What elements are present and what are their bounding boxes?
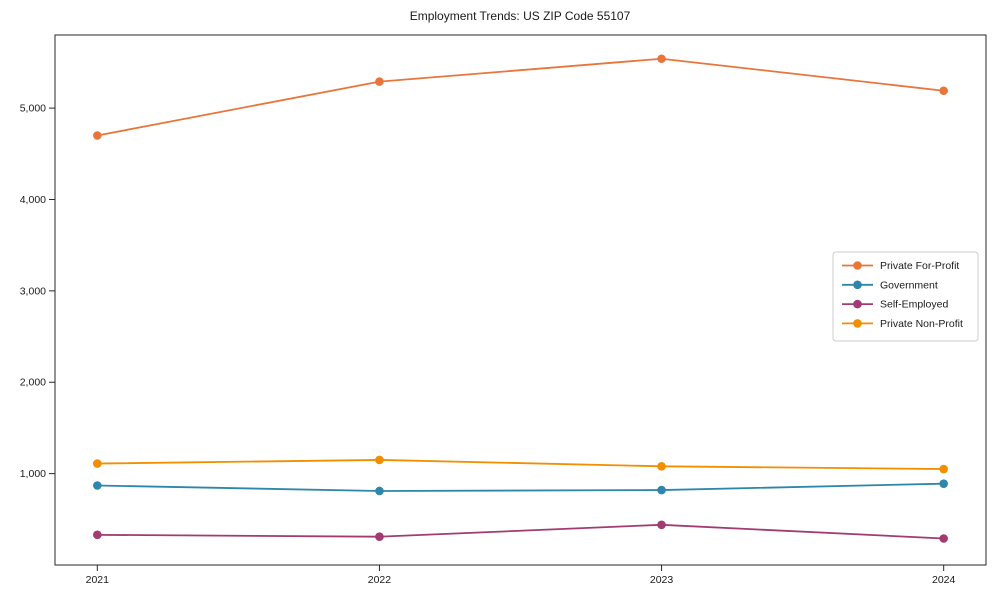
legend-box [832, 251, 979, 342]
legend-item: Private For-Profit [842, 260, 959, 272]
data-point [657, 485, 666, 495]
data-point [657, 462, 666, 471]
data-point [939, 479, 948, 488]
legend-label: Private Non-Profit [880, 318, 963, 330]
series-line-government [97, 482, 944, 492]
data-point [93, 459, 102, 468]
legend-marker-dot [853, 299, 862, 309]
data-point [375, 486, 384, 496]
data-point [939, 464, 948, 474]
data-point [93, 131, 102, 140]
y-axis-tick-label: 2,000 [20, 377, 46, 389]
legend-item: Self-Employed [842, 299, 948, 311]
data-point [939, 86, 948, 96]
chart-title: Employment Trends: US ZIP Code 55107 [410, 9, 631, 23]
legend-marker-dot [853, 319, 862, 328]
y-axis-tick-label: 3,000 [20, 285, 46, 297]
legend-label: Government [880, 279, 938, 291]
data-point [939, 534, 948, 543]
data-point [657, 520, 666, 530]
data-point [375, 77, 384, 86]
legend-marker-dot [853, 280, 862, 290]
y-axis-tick-label: 1,000 [20, 468, 46, 480]
data-point [375, 455, 384, 465]
y-axis-tick-label: 4,000 [20, 194, 46, 206]
legend-item: Private Non-Profit [842, 318, 963, 330]
plot-area: 1,000 2,000 3,000 4,000 5,000 2021 2022 2023 202… [20, 34, 987, 586]
series-line-private-non-profit [97, 459, 944, 470]
axes-spines [54, 34, 987, 566]
series-line-private-for-profit [97, 57, 944, 137]
data-point [375, 532, 384, 541]
y-axis-tick-label: 5,000 [20, 103, 46, 115]
x-axis-tick-label: 2022 [368, 574, 392, 586]
data-point [93, 530, 102, 540]
series-line-self-employed [97, 523, 944, 540]
data-point [657, 54, 666, 64]
legend-label: Private For-Profit [880, 260, 959, 272]
legend-label: Self-Employed [880, 299, 948, 311]
legend: Private For-Profit Government Self-Employe… [832, 251, 979, 342]
legend-marker-dot [853, 261, 862, 270]
x-axis-tick-label: 2024 [932, 574, 956, 586]
x-axis-tick-label: 2021 [86, 574, 110, 586]
data-point [93, 481, 102, 490]
legend-item: Government [842, 279, 938, 291]
x-axis-tick-label: 2023 [650, 574, 674, 586]
